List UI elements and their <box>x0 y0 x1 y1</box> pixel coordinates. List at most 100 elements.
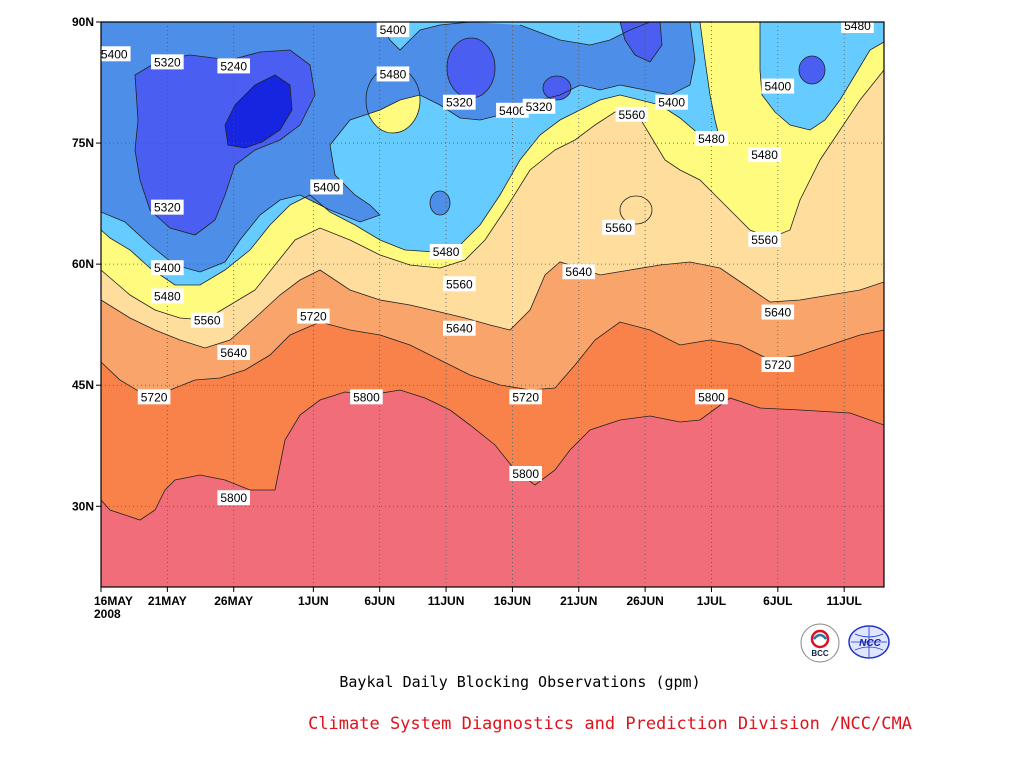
contour-label-box <box>297 308 330 324</box>
contour-label-box <box>151 54 184 70</box>
contour-label: 5800 <box>512 467 539 481</box>
x-tick-label: 21JUN <box>560 594 597 608</box>
contour-label-box <box>509 466 542 481</box>
contour-label: 5640 <box>220 346 247 360</box>
contour-label: 5240 <box>220 59 247 73</box>
contour-label: 5560 <box>618 108 645 122</box>
contour-label-box <box>190 312 224 328</box>
contour-label: 5800 <box>220 491 247 505</box>
contour-label: 5320 <box>526 100 553 114</box>
island-5400-small <box>430 191 450 215</box>
y-tick-label: 90N <box>72 15 94 29</box>
contour-label: 5800 <box>698 390 725 404</box>
contour-label-box <box>615 106 649 122</box>
contour-label: 5400 <box>380 23 407 37</box>
x-axis: 16MAY 21MAY 26MAY 1JUN 6JUN 11JUN 16JUN 21JUN 26… <box>94 587 862 621</box>
contour-label-box <box>509 389 542 405</box>
contour-label: 5480 <box>844 19 871 33</box>
y-tick-label: 45N <box>72 378 94 392</box>
bcc-logo-text: BCC <box>811 649 829 658</box>
island-5320-a <box>447 38 495 98</box>
y-axis: 90N 75N 60N 45N 30N <box>72 15 101 513</box>
contour-label-box <box>695 389 728 405</box>
contour-label: 5320 <box>154 55 181 69</box>
contour-label: 5480 <box>154 289 181 303</box>
contour-label-box <box>151 288 184 304</box>
contour-label-box <box>376 66 410 82</box>
chart-title: Baykal Daily Blocking Observations (gpm) <box>339 673 701 691</box>
contour-label-box <box>748 147 781 163</box>
island-5320-c <box>620 22 662 62</box>
contour-label-box <box>496 102 529 118</box>
gridlines <box>101 22 884 587</box>
x-tick-label: 6JUN <box>364 594 395 608</box>
contour-label: 5400 <box>499 104 526 118</box>
contour-label-box <box>217 344 251 360</box>
contour-label: 5400 <box>154 261 181 275</box>
x-tick-label: 26JUN <box>626 594 663 608</box>
contour-label-box <box>350 389 383 405</box>
contour-label-box <box>748 231 781 247</box>
contour-label-box <box>376 22 410 38</box>
contour-label: 5720 <box>512 390 539 404</box>
x-tick-label: 21MAY <box>148 594 187 608</box>
contour-label-box <box>429 244 463 260</box>
contour-label: 5800 <box>353 390 380 404</box>
x-year-label: 2008 <box>94 607 121 621</box>
ncc-logo-text: NCC <box>859 638 881 649</box>
contour-label-box <box>217 58 251 74</box>
contour-label-box <box>443 94 476 110</box>
ncc-logo: NCC <box>845 622 893 662</box>
x-tick-label: 1JUL <box>697 594 726 608</box>
contour-label-box <box>562 264 596 280</box>
heatmap-fill <box>101 22 884 587</box>
x-tick-label: 1JUN <box>298 594 329 608</box>
contour-label-box <box>761 304 795 320</box>
contour-label-box <box>137 389 171 405</box>
contour-label-box <box>443 320 476 336</box>
y-tick-label: 30N <box>72 499 94 513</box>
contour-label: 5480 <box>698 132 725 146</box>
contour-label-box <box>443 276 476 292</box>
contour-label: 5480 <box>433 245 460 259</box>
contour-label: 5400 <box>764 80 791 94</box>
contour-label-box <box>151 260 184 276</box>
contour-label: 5640 <box>565 265 592 279</box>
island-5320-b <box>543 76 571 100</box>
contour-label: 5400 <box>313 180 340 194</box>
x-tick-label: 26MAY <box>214 594 253 608</box>
contour-label: 5320 <box>154 201 181 215</box>
x-tick-label: 16JUN <box>494 594 531 608</box>
contour-label: 5560 <box>751 233 778 247</box>
x-tick-label: 11JUL <box>827 594 862 608</box>
contour-label: 5720 <box>300 310 327 324</box>
y-tick-label: 60N <box>72 257 94 271</box>
contour-label: 5400 <box>101 47 128 61</box>
contour-label: 5400 <box>658 96 685 110</box>
contour-label-box <box>522 98 556 114</box>
band-below-5240 <box>225 75 292 148</box>
contour-label-box <box>655 94 688 110</box>
x-tick-label: 16MAY <box>94 594 133 608</box>
contour-label-box <box>602 219 635 235</box>
contour-label: 5640 <box>764 306 791 320</box>
contour-label-box <box>151 199 184 215</box>
contour-label: 5480 <box>751 148 778 162</box>
contour-label: 5560 <box>446 277 473 291</box>
x-tick-label: 11JUN <box>428 594 465 608</box>
contour-label-box <box>217 490 251 506</box>
y-tick-label: 75N <box>72 136 94 150</box>
contour-label: 5560 <box>194 314 221 328</box>
island-5320-d <box>799 56 825 84</box>
source-credit: Climate System Diagnostics and Predictio… <box>308 714 912 734</box>
contour-label: 5720 <box>141 390 168 404</box>
contour-label: 5480 <box>380 67 407 81</box>
contour-label-box <box>310 179 343 195</box>
island-5560 <box>620 196 652 224</box>
contour-label: 5560 <box>605 221 632 235</box>
bcc-logo: BCC <box>800 623 840 663</box>
contour-label-box <box>761 357 795 373</box>
contour-label-box <box>761 78 795 94</box>
